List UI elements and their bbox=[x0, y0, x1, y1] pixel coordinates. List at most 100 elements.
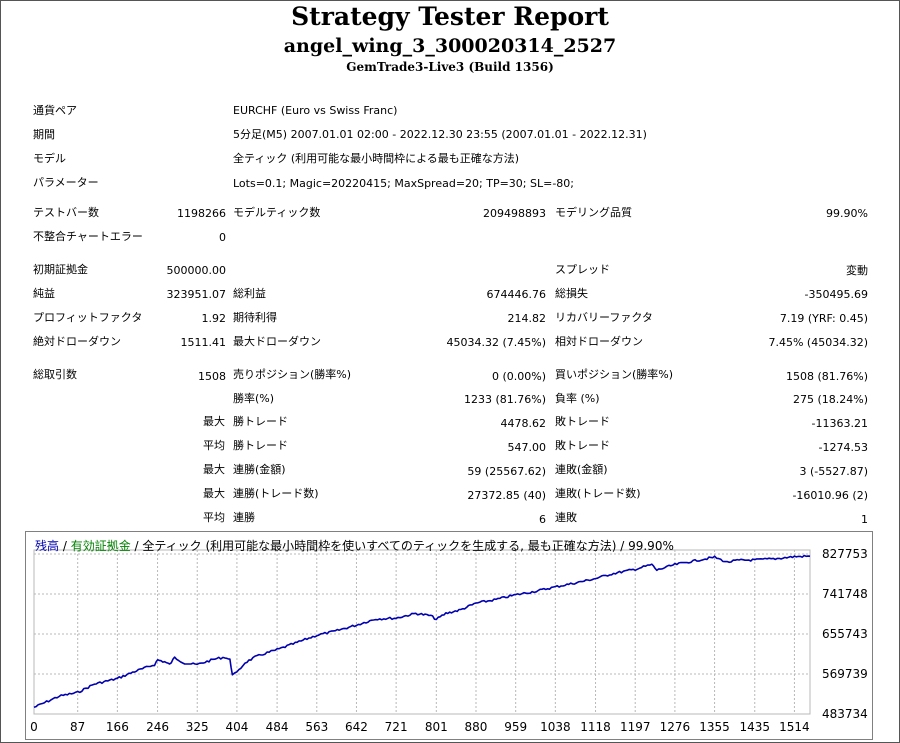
max-consec-profit-value: 27372.85 (40) bbox=[467, 489, 546, 502]
long-positions-label: 買いポジション(勝率%) bbox=[555, 368, 674, 381]
average-win-value: 547.00 bbox=[507, 441, 547, 454]
x-tick-label: 246 bbox=[146, 720, 169, 734]
gross-loss-label: 総損失 bbox=[555, 287, 588, 300]
largest-loss-value: -11363.21 bbox=[811, 417, 868, 430]
x-tick-label: 563 bbox=[305, 720, 328, 734]
x-tick-label: 801 bbox=[425, 720, 448, 734]
x-tick-label: 1276 bbox=[660, 720, 691, 734]
y-tick-label: 827753 bbox=[822, 547, 868, 561]
expected-payoff-label: 期待利得 bbox=[233, 311, 277, 324]
recovery-factor-label: リカバリーファクタ bbox=[555, 311, 653, 324]
legend-equity: 有効証拠金 bbox=[70, 539, 131, 553]
profit-factor-label: プロフィットファクタ bbox=[33, 311, 143, 324]
y-tick-label: 741748 bbox=[822, 587, 868, 601]
avg-consec-prefix: 平均 bbox=[203, 511, 225, 524]
short-positions-label: 売りポジション(勝率%) bbox=[233, 368, 352, 381]
max-consec-wins-value: 59 (25567.62) bbox=[467, 465, 546, 478]
legend-separator-2: / bbox=[130, 539, 143, 553]
x-tick-label: 959 bbox=[504, 720, 527, 734]
average-prefix: 平均 bbox=[203, 439, 225, 452]
average-loss-value: -1274.53 bbox=[818, 441, 868, 454]
average-loss-label: 敗トレード bbox=[555, 439, 610, 452]
x-tick-label: 721 bbox=[385, 720, 408, 734]
y-tick-label: 655743 bbox=[822, 627, 868, 641]
max-consec-loss-amount-value: -16010.96 (2) bbox=[792, 489, 868, 502]
x-tick-label: 1355 bbox=[699, 720, 730, 734]
parameters-label: パラメーター bbox=[33, 176, 99, 189]
x-tick-label: 166 bbox=[106, 720, 129, 734]
total-trades-value: 1508 bbox=[198, 370, 226, 383]
expected-payoff-value: 214.82 bbox=[507, 312, 547, 325]
max-consec-prefix: 最大 bbox=[203, 463, 225, 476]
spread-value: 変動 bbox=[846, 264, 868, 277]
series-line-balance bbox=[33, 554, 811, 709]
profit-factor-value: 1.92 bbox=[201, 312, 227, 325]
ticks-label: モデルティック数 bbox=[233, 206, 321, 219]
long-positions-value: 1508 (81.76%) bbox=[785, 370, 868, 383]
chart-legend: 残高 / 有効証拠金 / 全ティック (利用可能な最小時間枠を使いすべてのティッ… bbox=[35, 537, 674, 554]
model-value: 全ティック (利用可能な最小時間枠による最も正確な方法) bbox=[233, 152, 520, 165]
win-rate-value: 1233 (81.76%) bbox=[463, 393, 546, 406]
report-title: Strategy Tester Report bbox=[291, 2, 609, 31]
max-consec-loss-amount-label: 連敗(トレード数) bbox=[555, 487, 641, 500]
avg-consec-losses-value: 1 bbox=[861, 513, 868, 526]
spread-label: スプレッド bbox=[555, 263, 610, 276]
total-trades-label: 総取引数 bbox=[33, 368, 77, 381]
parameters-value: Lots=0.1; Magic=20220415; MaxSpread=20; … bbox=[233, 177, 575, 190]
absolute-drawdown-value: 1511.41 bbox=[180, 336, 227, 349]
max-consec-losses-label: 連敗(金額) bbox=[555, 463, 608, 476]
y-tick-label: 569739 bbox=[822, 667, 868, 681]
largest-win-value: 4478.62 bbox=[500, 417, 547, 430]
period-value: 5分足(M5) 2007.01.01 02:00 - 2022.12.30 23… bbox=[233, 128, 647, 141]
chart-canvas: 0 87 166 246 325 404 484 563 642 721 801 880 959 1038… bbox=[30, 547, 868, 734]
model-label: モデル bbox=[33, 152, 66, 165]
quality-value: 99.90% bbox=[826, 207, 868, 220]
max-consec-profit-label: 連勝(トレード数) bbox=[233, 487, 319, 500]
gross-profit-label: 総利益 bbox=[233, 287, 266, 300]
balance-chart: 0 87 166 246 325 404 484 563 642 721 801 880 959 1038… bbox=[25, 531, 873, 740]
x-tick-label: 642 bbox=[345, 720, 368, 734]
relative-drawdown-value: 7.45% (45034.32) bbox=[768, 336, 868, 349]
loss-rate-label: 負率 (%) bbox=[555, 392, 600, 405]
y-tick-label: 483734 bbox=[822, 707, 868, 721]
x-tick-label: 1038 bbox=[540, 720, 571, 734]
absolute-drawdown-label: 絶対ドローダウン bbox=[33, 335, 121, 348]
deposit-value: 500000.00 bbox=[166, 264, 227, 277]
x-tick-label: 404 bbox=[225, 720, 248, 734]
max-consec-losses-value: 3 (-5527.87) bbox=[799, 465, 868, 478]
x-tick-label: 0 bbox=[30, 720, 38, 734]
legend-separator-1: / bbox=[59, 539, 71, 553]
deposit-label: 初期証拠金 bbox=[33, 263, 88, 276]
symbol-label: 通貨ペア bbox=[33, 104, 77, 117]
loss-rate-value: 275 (18.24%) bbox=[792, 393, 868, 406]
x-tick-label: 1435 bbox=[739, 720, 770, 734]
legend-balance: 残高 bbox=[35, 539, 60, 553]
max-consec-amount-prefix: 最大 bbox=[203, 487, 225, 500]
average-win-label: 勝トレード bbox=[233, 439, 288, 452]
avg-consec-wins-label: 連勝 bbox=[233, 511, 255, 524]
x-tick-label: 880 bbox=[465, 720, 488, 734]
avg-consec-losses-label: 連敗 bbox=[555, 511, 577, 524]
x-tick-label: 1514 bbox=[779, 720, 810, 734]
max-consec-wins-label: 連勝(金額) bbox=[233, 463, 286, 476]
ticks-value: 209498893 bbox=[483, 207, 546, 220]
legend-description: 全ティック (利用可能な最小時間枠を使いすべてのティックを生成する, 最も正確な… bbox=[142, 539, 674, 553]
maximal-drawdown-label: 最大ドローダウン bbox=[233, 335, 321, 348]
recovery-factor-value: 7.19 (YRF: 0.45) bbox=[779, 312, 868, 325]
largest-win-label: 勝トレード bbox=[233, 415, 288, 428]
gross-profit-value: 674446.76 bbox=[486, 288, 547, 301]
largest-prefix: 最大 bbox=[203, 415, 225, 428]
plot-area bbox=[33, 549, 811, 715]
win-rate-label: 勝率(%) bbox=[233, 392, 275, 405]
bars-value: 1198266 bbox=[177, 207, 226, 220]
errors-label: 不整合チャートエラー bbox=[33, 230, 143, 243]
x-tick-label: 484 bbox=[266, 720, 289, 734]
bars-label: テストバー数 bbox=[33, 206, 99, 219]
symbol-value: EURCHF (Euro vs Swiss Franc) bbox=[233, 104, 398, 117]
gross-loss-value: -350495.69 bbox=[804, 288, 868, 301]
relative-drawdown-label: 相対ドローダウン bbox=[555, 335, 643, 348]
server-build: GemTrade3-Live3 (Build 1356) bbox=[346, 60, 554, 74]
period-label: 期間 bbox=[33, 128, 55, 141]
quality-label: モデリング品質 bbox=[555, 206, 632, 219]
errors-value: 0 bbox=[219, 231, 226, 244]
